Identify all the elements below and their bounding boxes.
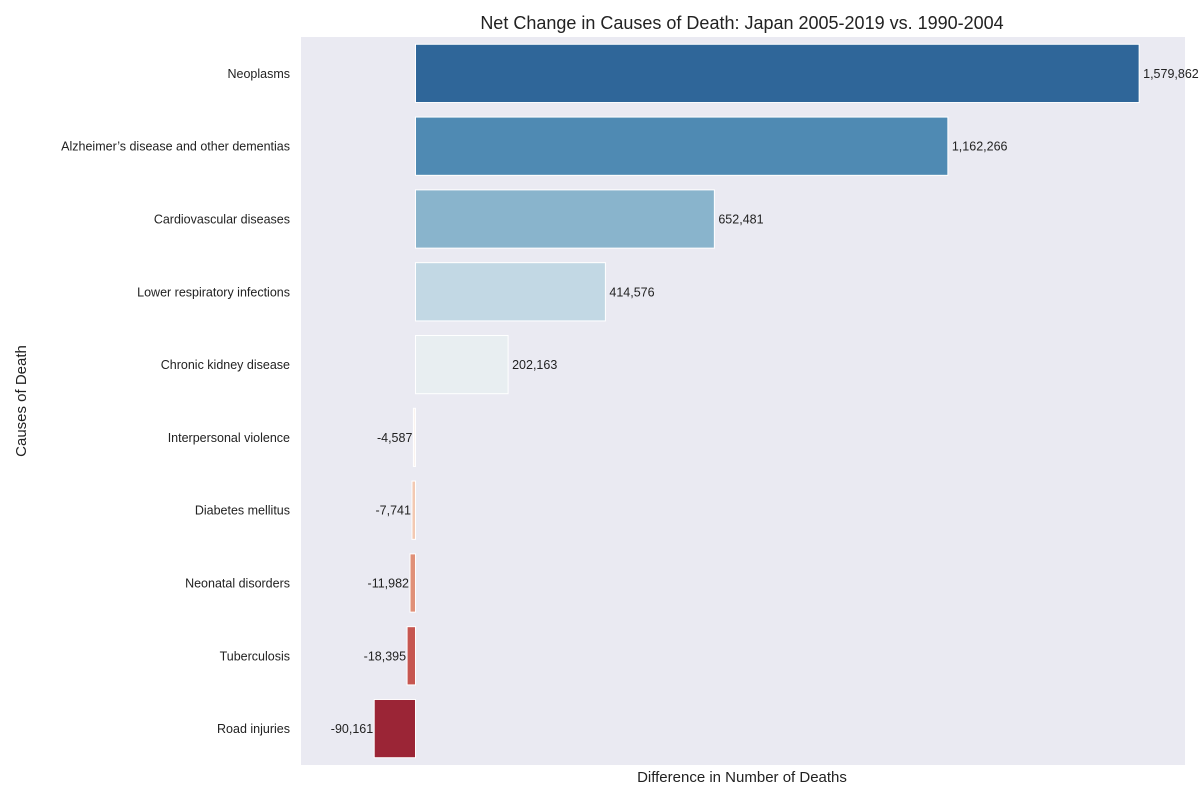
value-label: -11,982	[368, 577, 410, 591]
chart-title: Net Change in Causes of Death: Japan 200…	[480, 13, 1003, 33]
bar	[415, 116, 949, 176]
x-axis-title: Difference in Number of Deaths	[637, 769, 847, 786]
y-tick-label: Chronic kidney disease	[161, 358, 290, 372]
value-label: -18,395	[364, 649, 406, 663]
y-tick-label: Cardiovascular diseases	[154, 213, 290, 227]
bar	[415, 43, 1140, 104]
bar	[415, 189, 715, 249]
value-label: 1,579,862	[1143, 67, 1199, 81]
value-label: 414,576	[609, 285, 654, 299]
bar	[411, 480, 417, 540]
bar	[415, 334, 509, 395]
bar	[373, 698, 417, 759]
y-tick-label: Neoplasms	[227, 67, 290, 81]
y-tick-label: Alzheimer’s disease and other dementias	[61, 140, 290, 154]
y-tick-label: Road injuries	[217, 722, 290, 736]
value-label: -4,587	[377, 431, 412, 445]
value-label: 652,481	[718, 213, 763, 227]
y-tick-label: Diabetes mellitus	[195, 504, 290, 518]
bar	[415, 262, 606, 322]
bar	[409, 553, 417, 613]
value-label: -7,741	[376, 504, 411, 518]
y-tick-label: Interpersonal violence	[168, 431, 290, 445]
bar	[412, 407, 417, 468]
y-tick-label: Lower respiratory infections	[137, 285, 290, 299]
value-label: 1,162,266	[952, 140, 1008, 154]
y-axis-title: Causes of Death	[13, 345, 30, 457]
bar	[406, 626, 417, 686]
bars-group: Neoplasms 1,579,862 Alzheimer’s disease an…	[61, 43, 1199, 759]
value-label: -90,161	[331, 722, 373, 736]
y-tick-label: Neonatal disorders	[185, 577, 290, 591]
y-tick-label: Tuberculosis	[220, 649, 290, 663]
value-label: 202,163	[512, 358, 557, 372]
